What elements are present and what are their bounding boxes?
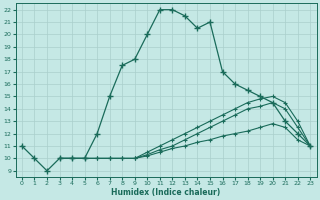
X-axis label: Humidex (Indice chaleur): Humidex (Indice chaleur) [111, 188, 221, 197]
